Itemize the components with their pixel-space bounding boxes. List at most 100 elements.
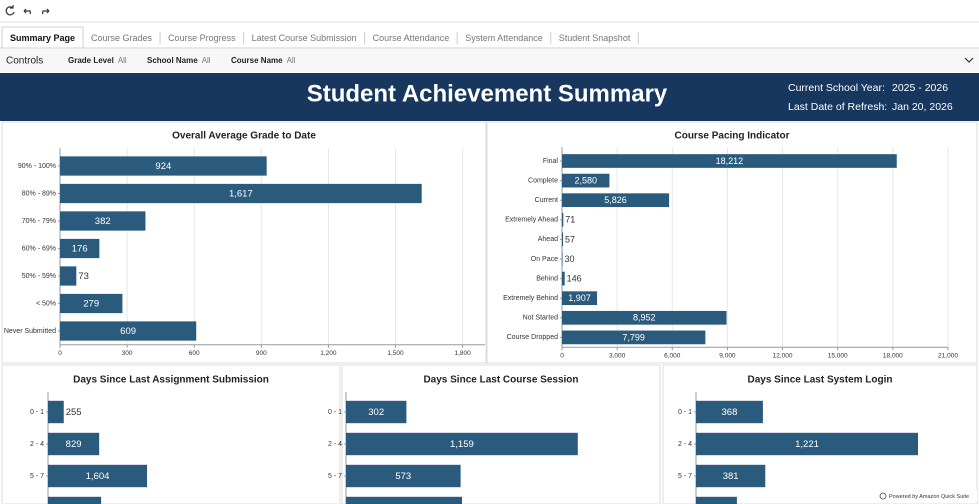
tab-label[interactable]: Latest Course Submission [252, 33, 357, 43]
filter-label[interactable]: Grade Level [68, 56, 114, 65]
category-label: 0 - 1 [328, 409, 342, 416]
bar [562, 291, 598, 306]
bar [562, 310, 727, 325]
bar [60, 238, 100, 259]
tab-label[interactable]: Course Progress [168, 33, 236, 43]
filters: Grade Level All School Name All Course Name A… [68, 56, 296, 65]
category-label: 70% - 79% [22, 218, 56, 225]
data-label: 924 [155, 161, 171, 172]
undo-icon[interactable] [23, 8, 31, 15]
bar [562, 154, 897, 168]
bar [346, 464, 461, 488]
bar [562, 193, 670, 208]
category-label: 5 - 7 [328, 473, 342, 480]
chart-title: Days Since Last Assignment Submission [73, 375, 269, 386]
tab-label[interactable]: Summary Page [10, 33, 75, 43]
data-label: 146 [567, 273, 582, 283]
bar [562, 173, 610, 188]
category-label: 80% - 89% [22, 190, 56, 197]
chart-panel: Days Since Last Course Session 0 - 1 302 2 … [328, 364, 661, 504]
filter-value[interactable]: All [287, 56, 296, 65]
chart-title: Course Pacing Indicator [674, 131, 789, 142]
data-label: 73 [78, 271, 89, 282]
category-label: Course Dropped [507, 334, 558, 341]
category-label: Not Started [523, 315, 559, 322]
data-label: 302 [368, 407, 384, 418]
chart-panel: Days Since Last Assignment Submission 0 -… [1, 364, 341, 504]
bar [696, 400, 763, 424]
bar [562, 212, 564, 227]
filter-label[interactable]: Course Name [231, 56, 283, 65]
controls-bar [0, 49, 979, 72]
category-label: 2 - 4 [678, 441, 692, 448]
x-tick-label: 9,000 [719, 352, 736, 359]
filter-label[interactable]: School Name [147, 56, 198, 65]
data-label: 2,580 [574, 175, 597, 185]
category-label: 0 - 1 [30, 409, 44, 416]
x-tick-label: 12,000 [773, 352, 793, 359]
bar [60, 156, 267, 176]
collapse-chevron[interactable] [964, 57, 974, 63]
data-label: 1,159 [450, 439, 474, 450]
category-label: 5 - 7 [30, 473, 44, 480]
category-label: 60% - 69% [22, 245, 56, 252]
tab-label[interactable]: Student Snapshot [559, 33, 631, 43]
bar [562, 252, 563, 266]
category-label: Behind [536, 275, 558, 282]
x-tick-label: 1,800 [454, 350, 471, 357]
data-label: 1,604 [86, 471, 110, 482]
bar [48, 464, 148, 488]
chart-panel: Course Pacing Indicator 0 3,000 6,000 9,000 1… [486, 121, 978, 364]
x-tick-label: 600 [189, 350, 200, 357]
bar [346, 432, 578, 456]
bar [696, 432, 918, 456]
category-label: Never Submitted [4, 328, 56, 335]
bar [60, 183, 422, 204]
chart-title: Overall Average Grade to Date [172, 131, 316, 142]
category-label: Current [535, 197, 558, 204]
info-value: 2025 - 2026 [892, 82, 948, 94]
data-label: 7,799 [622, 332, 645, 342]
data-label: 609 [120, 326, 136, 337]
data-label: 1,617 [229, 189, 253, 200]
x-tick-label: 0 [58, 350, 62, 357]
x-tick-label: 900 [256, 350, 267, 357]
category-label: Extremely Ahead [505, 217, 558, 224]
tab-label[interactable]: Course Attendance [373, 33, 450, 43]
header-banner [0, 73, 979, 121]
bar [346, 496, 462, 504]
bar [48, 496, 102, 504]
bar [48, 432, 100, 456]
chart-title: Days Since Last System Login [747, 375, 892, 386]
x-tick-label: 1,500 [387, 350, 404, 357]
data-label: 71 [565, 215, 575, 225]
data-label: 381 [723, 471, 739, 482]
bar [48, 400, 64, 424]
tab-label[interactable]: System Attendance [465, 33, 543, 43]
data-label: 829 [66, 439, 82, 450]
tab-label[interactable]: Course Grades [91, 33, 153, 43]
tab-bar: Summary Page Course Grades Course Progress… [1, 26, 639, 49]
chart-panel: Days Since Last System Login 0 - 1 368 2 - … [662, 364, 978, 504]
footer-box [876, 490, 977, 502]
bar [562, 330, 706, 345]
data-label: 57 [565, 234, 575, 244]
data-label: 18,212 [716, 156, 744, 166]
category-label: 2 - 4 [30, 441, 44, 448]
x-tick-label: 21,000 [938, 352, 958, 359]
data-label: 279 [83, 299, 99, 310]
category-label: Extremely Behind [503, 295, 558, 302]
filter-value[interactable]: All [118, 56, 127, 65]
x-tick-label: 6,000 [664, 352, 681, 359]
filter-value[interactable]: All [202, 56, 211, 65]
refresh-icon[interactable] [5, 5, 15, 16]
category-label: Final [543, 158, 559, 165]
redo-icon[interactable] [42, 8, 50, 15]
data-label: 382 [95, 216, 111, 227]
controls-title[interactable]: Controls [6, 56, 43, 67]
x-tick-label: 0 [560, 352, 564, 359]
bar [696, 496, 737, 504]
